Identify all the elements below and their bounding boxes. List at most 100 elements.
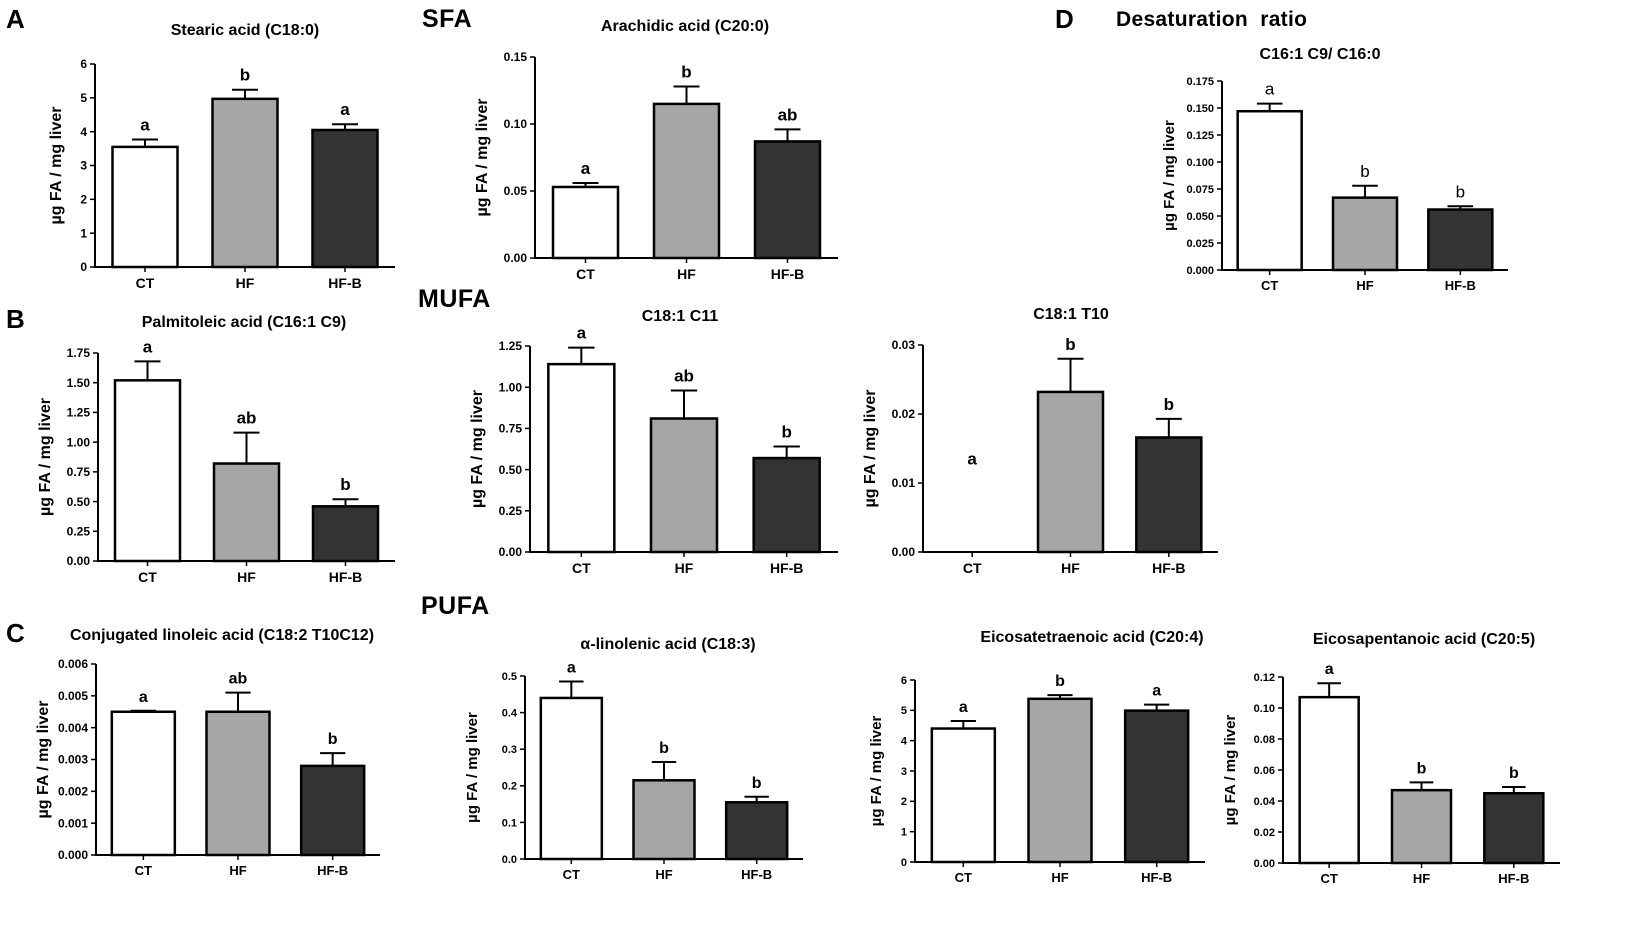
y-tick-label: 0.001 [58, 816, 88, 830]
y-tick-label: 0.150 [1186, 103, 1214, 115]
x-tick-label-hf: HF [229, 863, 246, 878]
section-pufa: PUFA [421, 592, 490, 620]
y-tick-label: 0.15 [504, 50, 528, 64]
significance-letter-ct: a [140, 115, 150, 134]
significance-letter-hf-b: ab [778, 105, 798, 124]
x-tick-label-ct: CT [1320, 871, 1337, 886]
chart-c181t10: 0.00 0.01 0.02 0.03 µg FA / mg liver CT a HF b HF… [862, 335, 1218, 576]
y-tick-label: 1.75 [67, 346, 91, 360]
bar-hf [1027, 697, 1093, 864]
bar-ct [1236, 109, 1303, 272]
y-tick-label: 0.003 [58, 753, 88, 767]
y-tick-label: 0.5 [502, 671, 517, 683]
bar-hf [649, 417, 719, 554]
bar-hf-b [1123, 709, 1190, 864]
y-tick-label: 0.75 [499, 422, 523, 436]
chart-ala: 0.0 0.1 0.2 0.3 0.4 0.5 µg FA / mg liver CT a HF b… [464, 659, 803, 882]
chart-title-ara: Eicosatetraenoic acid (C20:4) [980, 629, 1204, 646]
y-axis-label: µg FA / mg liver [868, 716, 885, 827]
x-tick-label-ct: CT [135, 863, 152, 878]
significance-letter-ct: a [577, 324, 587, 343]
significance-letter-hf: b [681, 62, 691, 81]
significance-letter-hf: b [1417, 760, 1427, 777]
x-tick-label-hf-b: HF-B [1445, 278, 1476, 293]
bar-hf-b [753, 140, 822, 260]
y-axis-label: µg FA / mg liver [1222, 715, 1239, 826]
y-axis-label: µg FA / mg liver [1161, 120, 1178, 231]
y-tick-label: 1.00 [499, 380, 523, 394]
significance-letter-ct: a [967, 449, 977, 468]
y-tick-label: 1.00 [67, 435, 91, 449]
x-tick-label-ct: CT [955, 870, 972, 885]
y-tick-label: 0.002 [58, 785, 88, 799]
y-tick-label: 4 [80, 125, 87, 139]
chart-title-epa: Eicosapentanoic acid (C20:5) [1312, 631, 1536, 648]
y-tick-label: 1.50 [67, 376, 91, 390]
bar-hf-b [724, 801, 789, 861]
x-tick-label-ct: CT [136, 275, 155, 291]
y-tick-label: 0 [80, 260, 87, 274]
bar-hf-b [311, 128, 379, 269]
x-tick-label-hf-b: HF-B [329, 569, 362, 585]
bar-ct [110, 710, 177, 857]
significance-letter-hf-b: b [1164, 395, 1174, 414]
bar-hf [632, 779, 696, 861]
bar-hf [652, 102, 721, 260]
significance-letter-hf-b: b [1456, 182, 1465, 201]
y-tick-label: 0.025 [1186, 238, 1214, 250]
bar-ct [113, 379, 182, 563]
bar-hf [1036, 390, 1105, 554]
significance-letter-hf: b [1360, 162, 1369, 181]
chart-desat: 0.000 0.025 0.050 0.075 0.100 0.125 0.150 0.175… [1161, 76, 1508, 293]
y-tick-label: 0.00 [67, 554, 91, 568]
significance-letter-ct: a [567, 659, 576, 676]
x-tick-label-ct: CT [963, 560, 982, 576]
x-tick-label-ct: CT [576, 266, 595, 282]
x-tick-label-hf-b: HF-B [317, 863, 348, 878]
y-tick-label: 1.25 [499, 339, 523, 353]
chart-title-arachidic: Arachidic acid (C20:0) [600, 18, 770, 35]
chart-title-c181c11: C18:1 C11 [641, 308, 719, 325]
y-tick-label: 1.25 [67, 406, 91, 420]
y-tick-label: 0.0 [502, 854, 517, 866]
y-tick-label: 0.25 [499, 504, 523, 518]
y-tick-label: 0.08 [1254, 734, 1275, 746]
bar-hf-b [1483, 792, 1545, 865]
y-axis-label: µg FA / mg liver [469, 390, 486, 508]
panel-label-b: B [6, 304, 25, 334]
significance-letter-hf: ab [229, 671, 248, 688]
chart-cla: 0.000 0.001 0.002 0.003 0.004 0.005 0.006 µg FA… [35, 657, 380, 878]
significance-letter-hf: b [240, 66, 250, 85]
y-tick-label: 0.10 [504, 117, 528, 131]
x-tick-label-ct: CT [1261, 278, 1278, 293]
y-tick-label: 6 [901, 675, 907, 687]
panel-label-a: A [6, 4, 25, 34]
y-tick-label: 0.075 [1186, 184, 1214, 196]
bar-ct [551, 185, 620, 260]
x-tick-label-hf: HF [1061, 560, 1080, 576]
y-tick-label: 0.4 [502, 707, 518, 719]
x-tick-label-hf: HF [675, 560, 694, 576]
bar-hf-b [299, 764, 366, 857]
chart-title-desat: C16:1 C9/ C16:0 [1259, 46, 1381, 63]
significance-letter-hf-b: a [1152, 683, 1161, 700]
significance-letter-ct: a [139, 689, 148, 706]
x-tick-label-ct: CT [138, 569, 157, 585]
chart-palmitoleic: 0.00 0.25 0.50 0.75 1.00 1.25 1.50 1.75 µg FA / … [37, 337, 395, 585]
significance-letter-ct: a [1265, 80, 1275, 99]
y-tick-label: 0.50 [499, 463, 523, 477]
x-tick-label-hf: HF [1413, 871, 1430, 886]
x-tick-label-hf-b: HF-B [1152, 560, 1185, 576]
y-tick-label: 0.000 [1186, 265, 1214, 277]
y-tick-label: 3 [901, 766, 907, 778]
bar-ct [547, 362, 616, 554]
chart-title-cla: Conjugated linoleic acid (C18:2 T10C12) [69, 627, 375, 644]
panel-label-c: C [6, 618, 25, 648]
x-tick-label-hf: HF [236, 275, 255, 291]
bar-hf-b [1427, 208, 1494, 272]
y-tick-label: 0.2 [502, 781, 517, 793]
y-axis-label: µg FA / mg liver [48, 107, 65, 225]
y-tick-label: 4 [901, 736, 908, 748]
